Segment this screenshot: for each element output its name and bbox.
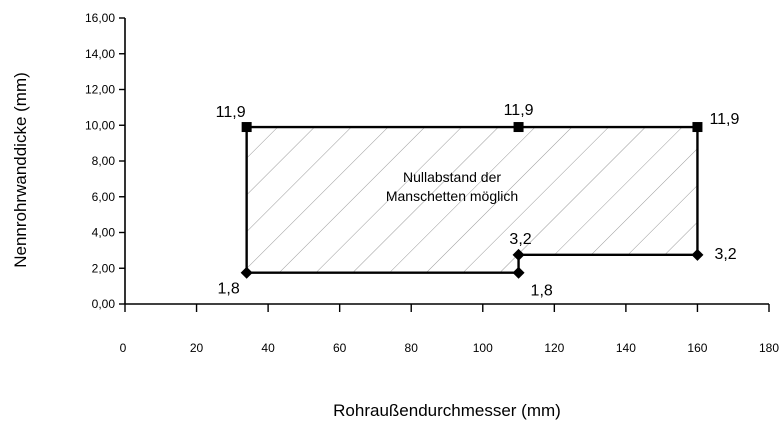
y-tick-label: 12,00 xyxy=(85,83,115,97)
square-marker xyxy=(241,122,252,133)
hatched-region-layer xyxy=(246,127,698,273)
diamond-marker xyxy=(691,248,704,261)
data-label: 3,2 xyxy=(509,231,531,248)
x-tick-label: 80 xyxy=(405,341,419,355)
series-line-bottom xyxy=(246,253,698,274)
data-label: 1,8 xyxy=(531,283,553,300)
x-tick-label: 0 xyxy=(120,341,127,355)
y-tick-label: 10,00 xyxy=(85,118,115,132)
region-annotation-line: Nullabstand der xyxy=(403,169,501,185)
data-label: 11,9 xyxy=(709,111,739,128)
y-tick-label: 4,00 xyxy=(92,226,116,240)
hatched-region xyxy=(246,127,698,273)
y-tick-label: 6,00 xyxy=(92,190,116,204)
data-label: 3,2 xyxy=(714,246,736,263)
diamond-marker xyxy=(512,248,525,261)
x-tick-label: 60 xyxy=(333,341,347,355)
x-tick-label: 160 xyxy=(687,341,707,355)
labels-layer: Nullabstand der Manschetten möglich 11,9 11… xyxy=(216,102,740,300)
data-label: 11,9 xyxy=(504,102,534,119)
y-tick-label: 0,00 xyxy=(92,297,116,311)
x-tick-label: 180 xyxy=(759,341,779,355)
y-tick-label: 16,00 xyxy=(85,11,115,25)
y-tick-label: 2,00 xyxy=(92,261,116,275)
diamond-marker xyxy=(240,266,253,279)
square-marker xyxy=(692,122,703,133)
diamond-marker xyxy=(512,266,525,279)
data-label: 11,9 xyxy=(216,104,246,121)
x-tick-label: 100 xyxy=(473,341,493,355)
y-tick-label: 14,00 xyxy=(85,47,115,61)
x-tick-label: 20 xyxy=(190,341,204,355)
x-tick-label: 40 xyxy=(261,341,275,355)
region-annotation-line: Manschetten möglich xyxy=(386,188,518,204)
y-tick-label: 8,00 xyxy=(92,154,116,168)
square-marker xyxy=(513,122,524,133)
y-axis-title: Nennrohrwanddicke (mm) xyxy=(11,72,30,268)
x-tick-label: 140 xyxy=(616,341,636,355)
series-layer xyxy=(240,122,704,279)
x-tick-label: 120 xyxy=(544,341,564,355)
x-axis-title: Rohraußendurchmesser (mm) xyxy=(333,401,561,420)
axes-layer: 0,00 2,00 4,00 6,00 8,00 10,00 12,00 14,00 16,00… xyxy=(85,11,779,355)
data-label: 1,8 xyxy=(218,281,240,298)
